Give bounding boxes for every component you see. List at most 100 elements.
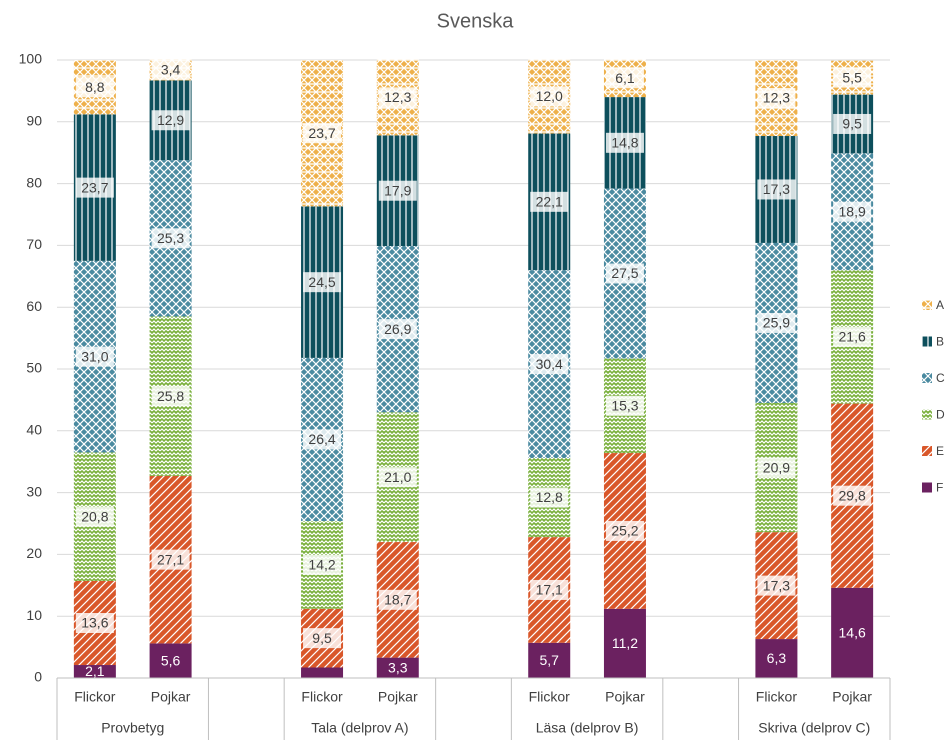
group-label: Provbetyg bbox=[101, 720, 164, 736]
data-label: 18,7 bbox=[384, 592, 411, 608]
bar-segment bbox=[149, 643, 192, 678]
x-tick-label: Flickor bbox=[756, 689, 798, 705]
data-label: 31,0 bbox=[81, 348, 108, 364]
data-label: 13,6 bbox=[81, 615, 108, 631]
legend-swatch bbox=[922, 446, 932, 456]
data-label: 26,9 bbox=[384, 321, 411, 337]
data-label: 26,4 bbox=[308, 431, 335, 447]
label-box bbox=[75, 506, 114, 527]
bar-segment bbox=[755, 639, 798, 678]
label-box bbox=[378, 319, 417, 340]
legend-label: F bbox=[936, 481, 943, 495]
label-box bbox=[530, 354, 569, 375]
x-tick-label: Pojkar bbox=[605, 689, 645, 705]
data-label: 17,3 bbox=[763, 577, 790, 593]
data-label: 3,3 bbox=[388, 660, 408, 676]
bar-segment bbox=[73, 665, 116, 678]
x-tick-label: Pojkar bbox=[151, 689, 191, 705]
y-tick-label: 10 bbox=[26, 607, 42, 623]
data-label: 15,3 bbox=[611, 397, 638, 413]
data-label: 12,9 bbox=[157, 112, 184, 128]
label-box bbox=[757, 457, 796, 478]
label-box bbox=[833, 201, 872, 222]
data-label: 6,3 bbox=[767, 650, 787, 666]
data-label: 25,3 bbox=[157, 230, 184, 246]
label-box bbox=[75, 612, 114, 633]
label-box bbox=[833, 326, 872, 347]
chart-title: Svenska bbox=[437, 10, 515, 32]
label-box bbox=[757, 179, 796, 200]
data-label: 6,1 bbox=[615, 70, 635, 86]
y-tick-label: 30 bbox=[26, 483, 42, 499]
data-label: 29,8 bbox=[839, 487, 866, 503]
x-tick-label: Flickor bbox=[301, 689, 343, 705]
label-box bbox=[605, 263, 644, 284]
y-tick-label: 80 bbox=[26, 174, 42, 190]
data-label: 11,2 bbox=[612, 635, 638, 651]
data-label: 8,8 bbox=[85, 79, 105, 95]
label-box bbox=[605, 520, 644, 541]
data-label: 22,1 bbox=[536, 194, 563, 210]
label-box bbox=[75, 346, 114, 367]
x-tick-label: Pojkar bbox=[832, 689, 872, 705]
data-label: 12,8 bbox=[536, 489, 563, 505]
label-box bbox=[151, 386, 190, 407]
x-tick-label: Flickor bbox=[74, 689, 116, 705]
y-tick-label: 50 bbox=[26, 360, 42, 376]
label-box bbox=[833, 485, 872, 506]
group-label: Skriva (delprov C) bbox=[758, 720, 870, 736]
label-box bbox=[75, 77, 114, 98]
label-box bbox=[833, 67, 872, 88]
legend-label: C bbox=[936, 371, 945, 385]
label-box bbox=[605, 395, 644, 416]
y-tick-label: 0 bbox=[34, 669, 42, 685]
label-box bbox=[303, 272, 342, 293]
data-label: 24,5 bbox=[308, 274, 335, 290]
legend-swatch bbox=[922, 300, 932, 310]
data-label: 23,7 bbox=[308, 125, 335, 141]
y-tick-label: 70 bbox=[26, 236, 42, 252]
legend-swatch bbox=[922, 482, 932, 493]
data-label: 25,2 bbox=[611, 523, 638, 539]
label-box bbox=[303, 628, 342, 649]
label-box bbox=[530, 86, 569, 107]
label-box bbox=[75, 177, 114, 198]
y-tick-label: 90 bbox=[26, 113, 42, 129]
y-tick-label: 60 bbox=[26, 298, 42, 314]
label-box bbox=[151, 110, 190, 131]
legend-swatch bbox=[922, 336, 932, 347]
label-box bbox=[757, 88, 796, 109]
data-label: 5,7 bbox=[539, 652, 559, 668]
data-label: 17,3 bbox=[763, 181, 790, 197]
data-label: 12,0 bbox=[536, 88, 563, 104]
label-box bbox=[757, 575, 796, 596]
data-label: 14,6 bbox=[839, 625, 866, 641]
legend-swatch bbox=[922, 373, 932, 383]
data-label: 5,5 bbox=[842, 69, 862, 85]
label-box bbox=[378, 589, 417, 610]
data-label: 12,3 bbox=[384, 89, 411, 105]
data-label: 3,4 bbox=[161, 62, 181, 78]
legend-label: E bbox=[936, 444, 944, 458]
data-label: 12,3 bbox=[763, 90, 790, 106]
x-tick-label: Pojkar bbox=[378, 689, 418, 705]
data-label: 9,5 bbox=[312, 630, 332, 646]
label-box bbox=[303, 554, 342, 575]
group-label: Tala (delprov A) bbox=[311, 720, 408, 736]
data-label: 17,9 bbox=[384, 182, 411, 198]
data-label: 9,5 bbox=[842, 116, 862, 132]
data-label: 14,2 bbox=[308, 557, 335, 573]
bar-segment bbox=[603, 608, 646, 678]
data-label: 2,1 bbox=[85, 663, 105, 679]
y-tick-label: 100 bbox=[19, 51, 43, 67]
data-label: 18,9 bbox=[839, 203, 866, 219]
label-box bbox=[151, 59, 190, 80]
bar-segment bbox=[528, 642, 571, 678]
label-box bbox=[530, 487, 569, 508]
label-box bbox=[378, 467, 417, 488]
label-box bbox=[151, 549, 190, 570]
data-label: 20,9 bbox=[763, 459, 790, 475]
data-label: 5,6 bbox=[161, 652, 181, 668]
